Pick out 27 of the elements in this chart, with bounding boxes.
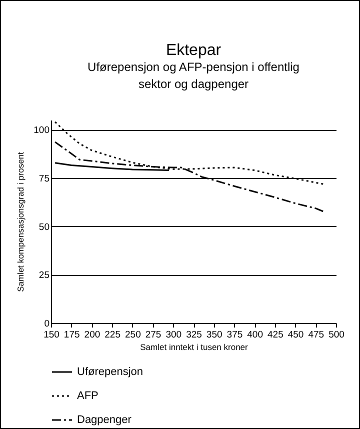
legend-label: Dagpenger (77, 414, 132, 426)
x-tick-label: 475 (308, 330, 324, 340)
y-tick-label: 50 (38, 222, 50, 233)
y-tick-label: 100 (34, 125, 50, 136)
x-tick-label: 200 (84, 330, 100, 340)
chart-title: Ektepar (166, 42, 222, 59)
x-axis-title: Samlet inntekt i tusen kroner (140, 342, 248, 352)
x-tick-label: 325 (186, 330, 202, 340)
x-tick-label: 450 (288, 330, 304, 340)
y-axis-title: Samlet kompensasjonsgrad i prosent (16, 151, 26, 292)
x-tick-label: 250 (125, 330, 141, 340)
chart-subtitle: Uførepensjon og AFP-pensjon i offentlig sektor og dagpenger (88, 60, 300, 91)
x-tick-label: 175 (64, 330, 80, 340)
x-tick-label: 425 (268, 330, 284, 340)
x-tick-label: 350 (206, 330, 222, 340)
y-tick-label: 0 (44, 318, 50, 330)
x-tick-label: 300 (166, 330, 182, 340)
x-tick-label: 375 (226, 330, 243, 340)
x-tick-label: 500 (328, 330, 344, 340)
y-tick-label: 25 (38, 270, 50, 282)
x-tick-label: 400 (247, 330, 263, 340)
legend-label: AFP (77, 390, 98, 402)
x-tick-label: 150 (44, 330, 60, 340)
x-tick-label: 275 (145, 330, 162, 340)
x-tick-label: 225 (104, 330, 120, 340)
y-tick-label: 75 (38, 174, 50, 184)
legend-label: Uførepensjon (77, 366, 144, 378)
